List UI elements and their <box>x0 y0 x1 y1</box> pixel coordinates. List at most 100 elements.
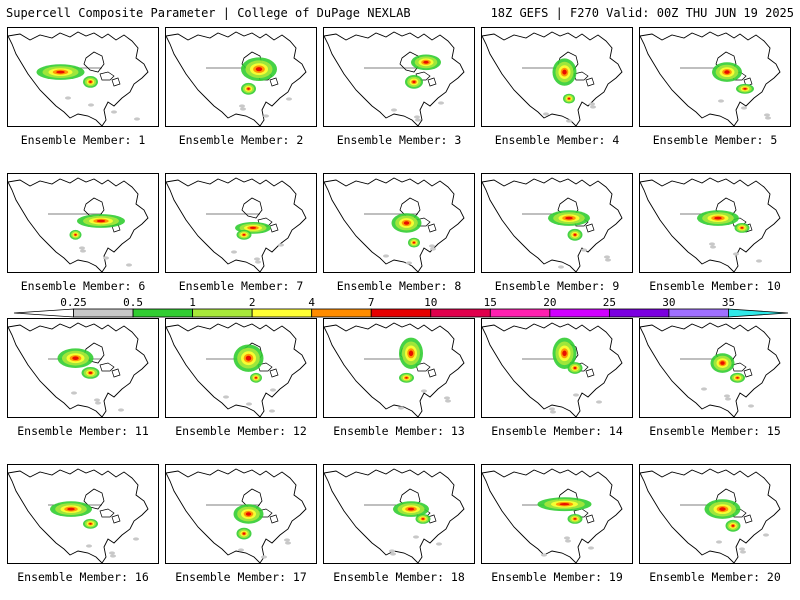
coastline <box>324 31 465 126</box>
scp-low-contour <box>550 410 556 414</box>
ensemble-member-map <box>165 318 317 418</box>
coastline <box>640 31 781 126</box>
scp-low-contour <box>95 401 101 405</box>
coastline <box>324 322 465 417</box>
scp-low-contour <box>86 544 92 548</box>
scp-low-contour <box>740 550 746 554</box>
colorbar-segment <box>13 308 74 318</box>
scp-low-contour <box>566 119 572 123</box>
scp-low-contour <box>429 244 435 248</box>
north-america-map <box>324 177 465 272</box>
scp-contour <box>67 507 75 511</box>
scp-low-contour <box>278 243 284 247</box>
scp-low-contour <box>231 250 237 254</box>
ensemble-member-map <box>639 464 791 564</box>
scp-low-contour <box>415 118 421 122</box>
ensemble-member-label: Ensemble Member: 8 <box>336 279 462 293</box>
ensemble-member-label: Ensemble Member: 19 <box>491 570 623 584</box>
scp-low-contour <box>763 533 769 537</box>
colorbar-segment <box>311 308 372 318</box>
scp-low-contour <box>709 242 715 246</box>
ensemble-member-map <box>481 27 633 127</box>
scp-contour <box>247 87 250 90</box>
scp-contour <box>242 532 246 535</box>
north-america-map <box>8 322 149 417</box>
great-lakes-outline <box>99 508 121 524</box>
north-america-map <box>482 322 623 417</box>
ensemble-member-map <box>165 27 317 127</box>
scp-low-contour <box>406 261 412 265</box>
ensemble-member-label: Ensemble Member: 20 <box>649 570 781 584</box>
scp-contour <box>245 355 252 361</box>
scp-low-contour <box>391 108 397 112</box>
coastline <box>324 468 465 563</box>
scp-low-contour <box>605 258 611 262</box>
scp-low-contour <box>71 391 77 395</box>
coastline <box>166 177 307 272</box>
coastline <box>640 468 781 563</box>
ensemble-member-map <box>165 464 317 564</box>
ensemble-member-map <box>165 173 317 273</box>
ensemble-member-label: Ensemble Member: 3 <box>336 133 462 147</box>
scp-low-contour <box>285 541 291 545</box>
ensemble-member-map <box>7 318 159 418</box>
scp-low-contour <box>541 553 547 557</box>
scp-low-contour <box>284 538 290 542</box>
north-america-map <box>640 177 781 272</box>
colorbar-tick-label: 4 <box>308 296 315 309</box>
scp-low-contour <box>263 114 269 118</box>
ensemble-member-map <box>639 318 791 418</box>
scp-low-contour <box>239 104 245 108</box>
north-america-map <box>8 468 149 563</box>
scp-contour <box>249 226 257 229</box>
coastline <box>482 468 623 563</box>
scp-contour <box>56 70 65 74</box>
scp-contour <box>573 366 577 370</box>
colorbar-segment <box>668 308 729 318</box>
colorbar-segment <box>728 308 789 318</box>
scp-low-contour <box>246 402 252 406</box>
scp-low-contour <box>110 554 116 558</box>
scp-contour <box>719 507 726 511</box>
scp-low-contour <box>590 105 596 109</box>
coastline <box>166 31 307 126</box>
scp-contour <box>720 361 725 365</box>
scp-low-contour <box>581 248 587 252</box>
scp-low-contour <box>390 552 396 556</box>
colorbar-segment <box>192 308 253 318</box>
scp-contour <box>88 371 93 374</box>
scp-low-contour <box>238 548 244 552</box>
scp-low-contour <box>398 406 404 410</box>
ensemble-member-label: Ensemble Member: 18 <box>333 570 465 584</box>
ensemble-member-map <box>481 464 633 564</box>
coastline <box>640 177 781 272</box>
great-lakes-outline <box>415 362 437 378</box>
scp-low-contour <box>269 409 275 413</box>
colorbar-tick-label: 10 <box>424 296 437 309</box>
north-america-map <box>482 177 623 272</box>
scp-contour <box>573 233 577 236</box>
north-america-map <box>640 31 781 126</box>
scp-contour <box>562 350 567 357</box>
coastline <box>482 322 623 417</box>
scp-low-contour <box>543 112 549 116</box>
coastline <box>482 177 623 272</box>
scp-low-contour <box>725 397 731 401</box>
scp-low-contour <box>756 259 762 263</box>
scp-low-contour <box>733 252 739 256</box>
scp-contour <box>421 518 425 520</box>
scp-contour <box>724 70 730 74</box>
ensemble-member-label: Ensemble Member: 11 <box>17 424 149 438</box>
scp-low-contour <box>223 395 229 399</box>
scp-contour <box>403 221 410 225</box>
ensemble-member-label: Ensemble Member: 9 <box>494 279 620 293</box>
great-lakes-outline <box>731 362 753 378</box>
scp-contour <box>254 376 258 379</box>
scp-low-contour <box>109 551 115 555</box>
colorbar-tick-label: 15 <box>484 296 497 309</box>
north-america-map <box>640 468 781 563</box>
scp-low-contour <box>438 101 444 105</box>
ensemble-member-label: Ensemble Member: 5 <box>652 133 778 147</box>
coastline <box>324 177 465 272</box>
scp-low-contour <box>414 115 420 119</box>
